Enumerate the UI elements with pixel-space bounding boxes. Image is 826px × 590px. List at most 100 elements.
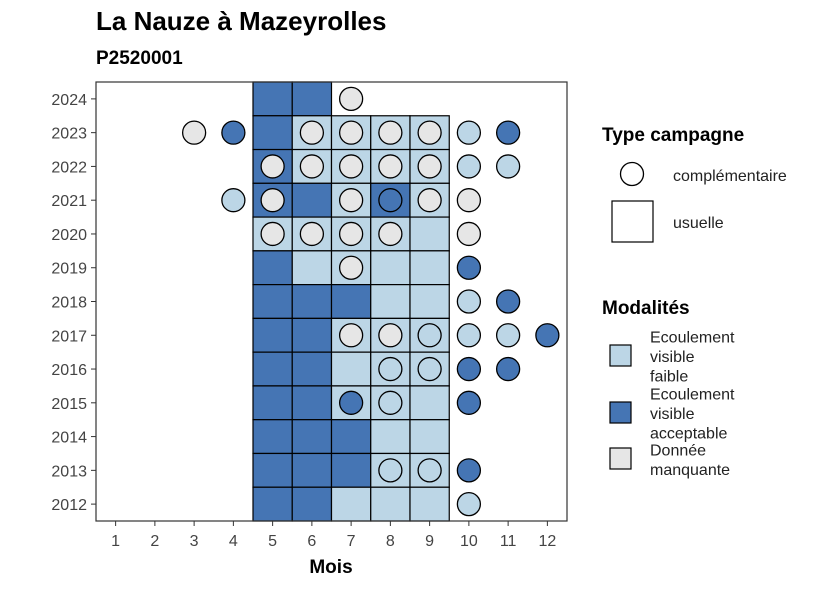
y-tick-label: 2013 [51, 463, 87, 480]
legend-label-modalite: Donnée [650, 442, 706, 459]
point-complementaire [456, 323, 482, 348]
point-complementaire [495, 154, 521, 179]
legend-key-square [611, 200, 654, 243]
point-complementaire [378, 390, 403, 415]
tile-usuelle [291, 385, 333, 421]
legend-label-modalite: Ecoulement [650, 387, 735, 404]
tile-usuelle [252, 317, 293, 353]
x-tick-label: 10 [460, 533, 478, 550]
tile-usuelle [291, 250, 333, 286]
x-tick-label: 1 [111, 533, 120, 550]
legend-modalites-title: Modalités [602, 298, 690, 319]
point-complementaire [417, 120, 442, 145]
point-complementaire [299, 154, 325, 179]
tile-usuelle [291, 351, 333, 387]
legend-label-modalite: manquante [650, 462, 730, 479]
legend-type: complémentaire usuelle [611, 161, 787, 243]
tile-usuelle [370, 250, 411, 286]
point-complementaire [456, 154, 482, 179]
y-axis: 2012 2013 2014 2015 2016 2017 2018 2019 2020 2021… [51, 92, 96, 514]
point-complementaire [456, 390, 482, 415]
tile-usuelle [252, 452, 293, 488]
y-tick-label: 2012 [51, 497, 87, 514]
legend-label-usuelle: usuelle [673, 215, 724, 232]
tile-usuelle [252, 385, 293, 421]
legend-modalites: EcoulementvisiblefaibleEcoulementvisible… [609, 330, 735, 479]
tile-usuelle [330, 452, 372, 488]
tile-usuelle [291, 419, 333, 455]
point-complementaire [221, 188, 246, 213]
tile-usuelle [409, 385, 450, 421]
y-tick-label: 2024 [51, 92, 87, 109]
y-tick-label: 2014 [51, 430, 87, 447]
x-tick-label: 4 [229, 533, 238, 550]
tile-usuelle [252, 486, 293, 522]
legend-label-modalite: visible [650, 349, 695, 366]
tile-usuelle [330, 486, 372, 522]
point-complementaire [338, 255, 364, 280]
y-tick-label: 2021 [51, 193, 87, 210]
chart-subtitle: P2520001 [96, 48, 183, 69]
point-complementaire [338, 86, 364, 112]
x-axis: 1 2 3 4 5 6 7 8 9 10 11 12 [111, 521, 556, 550]
x-tick-label: 12 [538, 533, 556, 550]
tile-usuelle [291, 317, 333, 353]
y-tick-label: 2020 [51, 227, 87, 244]
x-tick-label: 11 [500, 533, 517, 550]
point-complementaire [417, 188, 442, 213]
point-complementaire [260, 154, 285, 179]
point-complementaire [378, 221, 403, 247]
tile-usuelle [252, 250, 293, 286]
point-complementaire [378, 154, 403, 179]
point-complementaire [456, 491, 482, 517]
tile-usuelle [291, 81, 333, 117]
point-complementaire [417, 356, 442, 382]
point-complementaire [338, 221, 364, 247]
x-tick-label: 9 [425, 533, 434, 550]
tile-usuelle [291, 284, 333, 319]
legend-key-modalite [609, 344, 632, 367]
legend-label-modalite: visible [650, 406, 695, 423]
y-tick-label: 2018 [51, 295, 87, 312]
legend-label-modalite: faible [650, 369, 688, 386]
y-tick-label: 2016 [51, 362, 87, 379]
tile-usuelle [370, 486, 411, 522]
tile-usuelle [330, 351, 372, 387]
tile-usuelle [409, 216, 450, 252]
tile-usuelle [409, 250, 450, 286]
tile-usuelle [291, 452, 333, 488]
x-tick-label: 3 [190, 533, 199, 550]
point-complementaire [260, 221, 285, 247]
tile-usuelle [291, 486, 333, 522]
point-complementaire [456, 458, 482, 483]
tile-usuelle [409, 419, 450, 455]
point-complementaire [299, 221, 325, 247]
x-tick-label: 8 [386, 533, 395, 550]
y-tick-label: 2015 [51, 396, 87, 413]
point-complementaire [260, 188, 285, 213]
point-layer [181, 86, 560, 517]
tile-usuelle [370, 284, 411, 319]
point-complementaire [181, 120, 207, 145]
point-complementaire [535, 323, 560, 348]
tile-layer [252, 81, 450, 522]
legend-label-complementaire: complémentaire [673, 168, 787, 185]
x-axis-title: Mois [309, 557, 352, 578]
tile-usuelle [252, 284, 293, 319]
point-complementaire [338, 188, 364, 213]
legend-key-modalite [609, 447, 632, 470]
legend-type-title: Type campagne [602, 125, 744, 146]
tile-usuelle [330, 419, 372, 455]
point-complementaire [456, 255, 482, 280]
point-complementaire [378, 323, 403, 348]
point-complementaire [495, 356, 521, 382]
point-complementaire [378, 120, 403, 145]
legend-key-modalite [609, 401, 632, 424]
tile-usuelle [291, 182, 333, 218]
point-complementaire [456, 221, 482, 247]
tile-usuelle [252, 81, 293, 117]
chart-title: La Nauze à Mazeyrolles [96, 6, 386, 36]
x-tick-label: 6 [307, 533, 316, 550]
point-complementaire [417, 323, 442, 348]
